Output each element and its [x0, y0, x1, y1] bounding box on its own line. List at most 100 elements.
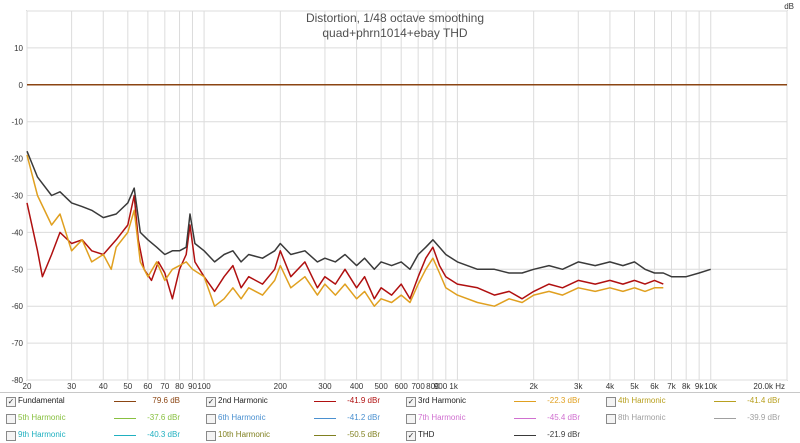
legend-label: THD: [418, 430, 435, 439]
checkbox-4th-harmonic[interactable]: [606, 397, 616, 407]
chart-subtitle: quad+phrn1014+ebay THD: [322, 26, 468, 40]
legend-item-2nd-harmonic: ✓ 2nd Harmonic -41.9 dBr: [200, 393, 400, 410]
x-tick-label: 6k: [650, 382, 659, 391]
checkbox-5th-harmonic[interactable]: [6, 414, 16, 424]
legend-item-3rd-harmonic: ✓ 3rd Harmonic -22.3 dBr: [400, 393, 600, 410]
legend-panel: ✓ Fundamental 79.6 dB ✓ 2nd Harmonic -41.9 dB…: [0, 392, 800, 443]
x-tick-label: 400: [350, 382, 364, 391]
legend-value: -41.4 dBr: [747, 396, 780, 405]
legend-label: 7th Harmonic: [418, 413, 466, 422]
x-tick-label: 3k: [574, 382, 583, 391]
legend-label: 3rd Harmonic: [418, 396, 467, 405]
series-line-thd: [26, 150, 711, 278]
y-tick-label: -10: [11, 118, 23, 127]
checkbox-fundamental[interactable]: ✓: [6, 397, 16, 407]
legend-value: 79.6 dB: [152, 396, 180, 405]
x-tick-label: 90: [188, 382, 197, 391]
x-tick-label: 700: [411, 382, 425, 391]
legend-label: 9th Harmonic: [18, 430, 66, 439]
legend-value: -50.5 dBr: [347, 430, 380, 439]
legend-row: 5th Harmonic -37.6 dBr 6th Harmonic -41.2 d…: [0, 410, 800, 427]
checkbox-3rd-harmonic[interactable]: ✓: [406, 397, 416, 407]
x-tick-label: 8k: [682, 382, 691, 391]
legend-label: 5th Harmonic: [18, 413, 66, 422]
distortion-chart: 20 30 40 50 60 70 80 90 100 200 300 400 500 600 700 800…: [11, 2, 794, 391]
y-tick-label: -50: [11, 265, 23, 274]
legend-value: -22.3 dBr: [547, 396, 580, 405]
legend-swatch: [114, 435, 136, 436]
y-axis-label: dB: [784, 2, 794, 11]
legend-item-fundamental: ✓ Fundamental 79.6 dB: [0, 393, 200, 410]
x-tick-label: 70: [160, 382, 169, 391]
chart-title: Distortion, 1/48 octave smoothing: [306, 11, 484, 25]
legend-swatch: [314, 418, 336, 419]
x-tick-label: 20.0k Hz: [753, 382, 785, 391]
legend-item-7th-harmonic: 7th Harmonic -45.4 dBr: [400, 410, 600, 427]
x-tick-label: 100: [197, 382, 211, 391]
x-tick-label: 300: [318, 382, 332, 391]
legend-item-10th-harmonic: 10th Harmonic -50.5 dBr: [200, 427, 400, 443]
legend-row: ✓ Fundamental 79.6 dB ✓ 2nd Harmonic -41.9 dB…: [0, 393, 800, 410]
legend-value: -37.6 dBr: [147, 413, 180, 422]
legend-item-4th-harmonic: 4th Harmonic -41.4 dBr: [600, 393, 800, 410]
x-tick-label: 800: [426, 382, 440, 391]
x-tick-label: 50: [123, 382, 132, 391]
legend-label: 4th Harmonic: [618, 396, 666, 405]
legend-swatch: [514, 435, 536, 436]
legend-label: 2nd Harmonic: [218, 396, 268, 405]
checkbox-thd[interactable]: ✓: [406, 431, 416, 441]
legend-item-thd: ✓ THD -21.9 dBr: [400, 427, 600, 443]
x-tick-label: 7k: [667, 382, 676, 391]
x-tick-label: 600: [395, 382, 409, 391]
legend-swatch: [314, 435, 336, 436]
legend-swatch: [114, 401, 136, 402]
series-line-2nd-harmonic: [26, 194, 664, 300]
y-tick-label: -20: [11, 155, 23, 164]
y-tick-label: 10: [14, 44, 23, 53]
legend-swatch: [314, 401, 336, 402]
legend-swatch: [714, 418, 736, 419]
legend-value: -45.4 dBr: [547, 413, 580, 422]
legend-swatch: [114, 418, 136, 419]
x-tick-label: 9k: [695, 382, 704, 391]
checkbox-10th-harmonic[interactable]: [206, 431, 216, 441]
x-tick-label: 5k: [630, 382, 639, 391]
checkbox-7th-harmonic[interactable]: [406, 414, 416, 424]
legend-value: -39.9 dBr: [747, 413, 780, 422]
x-tick-label: 200: [274, 382, 288, 391]
x-tick-label: 40: [99, 382, 108, 391]
legend-item-5th-harmonic: 5th Harmonic -37.6 dBr: [0, 410, 200, 427]
legend-label: Fundamental: [18, 396, 65, 405]
x-tick-label: 60: [143, 382, 152, 391]
y-tick-label: 0: [19, 81, 24, 90]
checkbox-9th-harmonic[interactable]: [6, 431, 16, 441]
y-tick-label: -80: [11, 376, 23, 385]
checkbox-8th-harmonic[interactable]: [606, 414, 616, 424]
legend-value: -41.9 dBr: [347, 396, 380, 405]
x-tick-label: 900 1k: [434, 382, 459, 391]
checkbox-2nd-harmonic[interactable]: ✓: [206, 397, 216, 407]
x-tick-label: 500: [374, 382, 388, 391]
x-tick-label: 20: [23, 382, 32, 391]
legend-label: 10th Harmonic: [218, 430, 271, 439]
legend-label: 6th Harmonic: [218, 413, 266, 422]
y-tick-label: -40: [11, 228, 23, 237]
legend-swatch: [714, 401, 736, 402]
x-tick-label: 10k: [704, 382, 718, 391]
checkbox-6th-harmonic[interactable]: [206, 414, 216, 424]
x-tick-label: 4k: [606, 382, 615, 391]
series-line-3rd-harmonic: [26, 154, 664, 307]
legend-label: 8th Harmonic: [618, 413, 666, 422]
legend-swatch: [514, 401, 536, 402]
y-tick-label: -30: [11, 192, 23, 201]
legend-item-8th-harmonic: 8th Harmonic -39.9 dBr: [600, 410, 800, 427]
x-tick-label: 2k: [529, 382, 538, 391]
legend-swatch: [514, 418, 536, 419]
legend-value: -40.3 dBr: [147, 430, 180, 439]
x-tick-label: 80: [175, 382, 184, 391]
y-tick-label: -70: [11, 339, 23, 348]
legend-value: -21.9 dBr: [547, 430, 580, 439]
legend-item-9th-harmonic: 9th Harmonic -40.3 dBr: [0, 427, 200, 443]
legend-value: -41.2 dBr: [347, 413, 380, 422]
